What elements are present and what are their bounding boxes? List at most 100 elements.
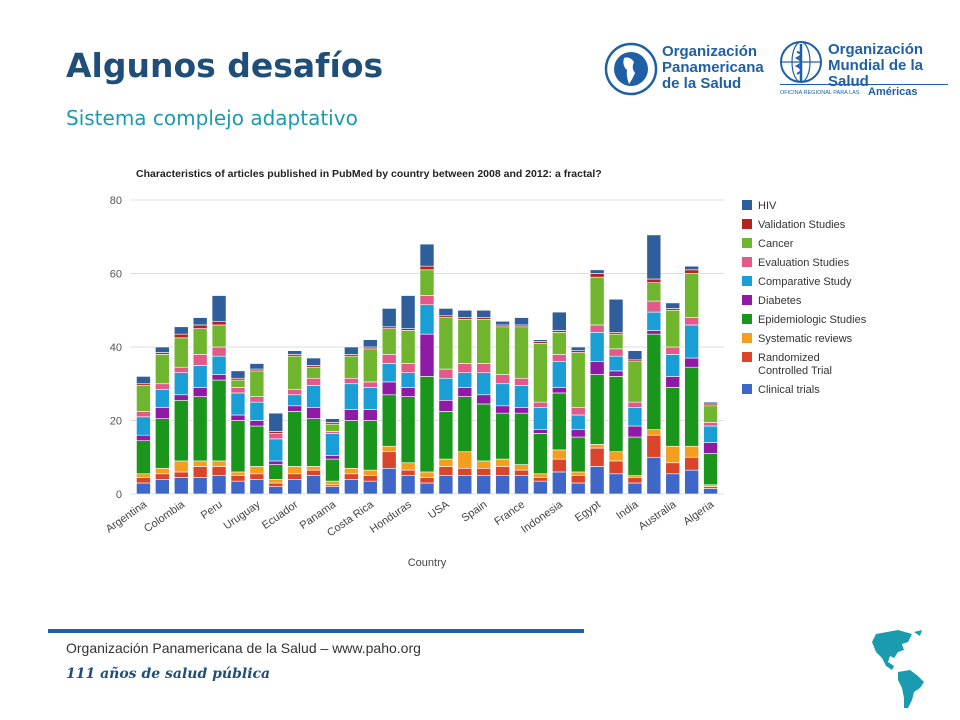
bar-segment — [136, 473, 151, 478]
x-tick-label: USA — [426, 498, 452, 521]
bar-segment — [344, 473, 359, 480]
bar-segment — [136, 477, 151, 484]
bar-segment — [627, 407, 643, 427]
bar-segment — [136, 434, 151, 442]
bar-segment — [306, 418, 321, 467]
y-tick-label: 60 — [110, 269, 122, 281]
bar-segment — [438, 411, 454, 460]
bar-segment — [457, 396, 473, 453]
bar-segment — [438, 458, 454, 467]
bar-segment — [211, 295, 227, 322]
bar-segment — [249, 401, 265, 421]
bar-segment — [684, 273, 699, 318]
x-tick-label: Uruguay — [222, 498, 263, 532]
bar-segment — [344, 346, 359, 355]
x-tick-label: Colombia — [142, 498, 188, 535]
bar-segment — [173, 460, 189, 473]
bar-segment — [192, 460, 208, 467]
bar-segment — [495, 326, 510, 375]
bar-segment — [325, 486, 340, 495]
legend-swatch — [742, 200, 752, 210]
legend-label: Cancer — [758, 238, 794, 250]
bar-segment — [533, 477, 548, 482]
bar-segment — [344, 377, 359, 385]
bar-segment — [627, 401, 643, 408]
legend-label: Clinical trials — [758, 384, 820, 396]
bar-segment — [476, 372, 492, 396]
page-title: Algunos desafíos — [66, 46, 384, 85]
bar-segment — [627, 425, 643, 438]
bar-segment — [287, 350, 302, 355]
bar-segment — [457, 309, 473, 318]
bar-segment — [589, 444, 605, 449]
x-tick-label: Peru — [199, 499, 225, 522]
bar-segment — [684, 324, 699, 359]
bar-segment — [400, 295, 416, 329]
bar-segment — [665, 309, 681, 348]
bar-segment — [400, 387, 416, 397]
bar-segment — [325, 455, 340, 460]
bar-segment — [665, 387, 681, 447]
bar-segment — [211, 379, 227, 462]
bar-segment — [344, 420, 359, 469]
bar-segment — [230, 420, 246, 473]
bar-segment — [665, 376, 681, 388]
legend-swatch — [742, 276, 752, 286]
bar-segment — [381, 445, 397, 453]
bar-segment — [570, 482, 586, 495]
bar-segment — [249, 425, 265, 467]
legend-swatch — [742, 238, 752, 248]
bar-segment — [495, 466, 510, 476]
bar-segment — [570, 436, 586, 473]
bar-segment — [646, 282, 662, 302]
bar-segment — [514, 412, 529, 465]
bar-segment — [136, 416, 151, 436]
footer-url[interactable]: www.paho.org — [332, 640, 421, 656]
bar-segment — [495, 320, 510, 326]
bar-segment — [533, 343, 548, 403]
bar-segment — [589, 374, 605, 445]
bar-segment — [419, 482, 435, 495]
bar-segment — [646, 278, 662, 283]
bar-segment — [608, 298, 624, 333]
bar-segment — [192, 365, 208, 388]
bar-segment — [230, 379, 246, 388]
bar-segment — [381, 354, 397, 364]
bar-segment — [325, 418, 340, 423]
legend-label: Evaluation Studies — [758, 257, 850, 269]
bar-segment — [192, 328, 208, 355]
bar-segment — [155, 418, 170, 469]
bar-segment — [570, 475, 586, 484]
bar-segment — [249, 466, 265, 475]
bar-segment — [514, 407, 529, 414]
bar-segment — [230, 387, 246, 394]
bar-segment — [249, 420, 265, 427]
legend-swatch — [742, 384, 752, 394]
bar-segment — [287, 478, 302, 495]
bar-segment — [211, 346, 227, 357]
y-tick-label: 40 — [110, 342, 122, 354]
x-tick-label: Australia — [637, 498, 680, 533]
x-tick-label: Algeria — [681, 498, 717, 528]
bar-segment — [570, 471, 586, 476]
stacked-bar-chart: Characteristics of articles published in… — [104, 168, 867, 569]
bar-segment — [457, 467, 473, 476]
bar-segment — [533, 429, 548, 434]
bar-segment — [665, 346, 681, 355]
bar-segment — [684, 445, 699, 458]
bar-segment — [476, 394, 492, 405]
bar-segment — [155, 478, 170, 495]
bar-segment — [627, 361, 643, 403]
bar-segment — [589, 273, 605, 278]
bar-segment — [514, 469, 529, 476]
bar-segment — [552, 458, 567, 473]
bar-segment — [306, 385, 321, 408]
bar-segment — [362, 475, 378, 482]
bar-segment — [287, 473, 302, 480]
legend-label: HIV — [758, 200, 777, 212]
bar-segment — [627, 482, 643, 495]
legend-swatch — [742, 219, 752, 229]
bar-segment — [665, 462, 681, 475]
x-tick-label: Indonesia — [519, 498, 566, 536]
bar-segment — [306, 357, 321, 366]
